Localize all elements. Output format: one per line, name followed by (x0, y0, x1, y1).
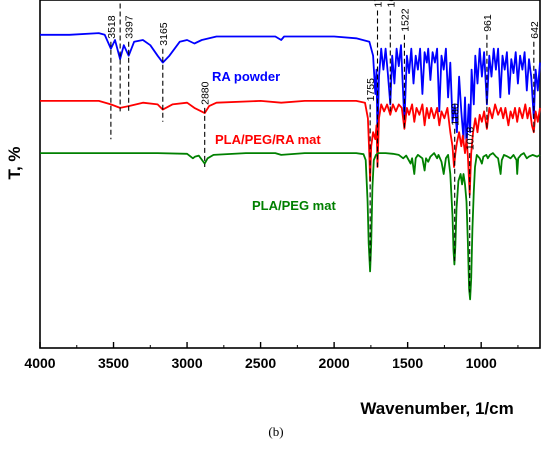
peak-label-642: 642 (529, 21, 541, 39)
peak-label-3397: 3397 (124, 15, 136, 39)
peak-label-1078: 1078 (465, 127, 477, 151)
tick-layer: 4000 3500 3000 2500 2000 1500 1000 (24, 342, 519, 371)
peak-label-3518: 3518 (106, 15, 118, 39)
series-line-1 (40, 100, 541, 196)
peak-layer: 3518345533973165288017551705161815221180… (106, 0, 541, 293)
series-label-ra-powder: RA powder (212, 69, 280, 84)
y-axis-title: T, % (5, 146, 24, 179)
series-line-0 (40, 32, 541, 148)
x-tick-label-2000: 2000 (319, 355, 350, 371)
figure-caption: (b) (268, 424, 283, 439)
peak-label-3165: 3165 (158, 22, 170, 46)
x-tick-label-1000: 1000 (466, 355, 497, 371)
peak-label-2880: 2880 (200, 81, 212, 105)
series-layer (40, 32, 541, 301)
peak-label-1705: 1705 (373, 0, 385, 7)
x-tick-label-3500: 3500 (98, 355, 129, 371)
x-tick-label-1500: 1500 (392, 355, 423, 371)
x-axis-title: Wavenumber, 1/cm (360, 399, 513, 418)
series-label-pla-peg-ra-mat: PLA/PEG/RA mat (215, 132, 321, 147)
x-tick-label-3000: 3000 (171, 355, 202, 371)
plot-frame (39, 0, 541, 349)
x-tick-label-2500: 2500 (245, 355, 276, 371)
peak-label-1180: 1180 (450, 103, 462, 126)
series-line-2 (40, 152, 541, 301)
peak-label-1618: 1618 (385, 0, 397, 7)
peak-label-961: 961 (482, 14, 494, 32)
peak-label-1755: 1755 (365, 78, 377, 102)
x-tick-label-4000: 4000 (24, 355, 55, 371)
peak-label-1522: 1522 (399, 8, 411, 32)
series-label-pla-peg-mat: PLA/PEG mat (252, 198, 336, 213)
